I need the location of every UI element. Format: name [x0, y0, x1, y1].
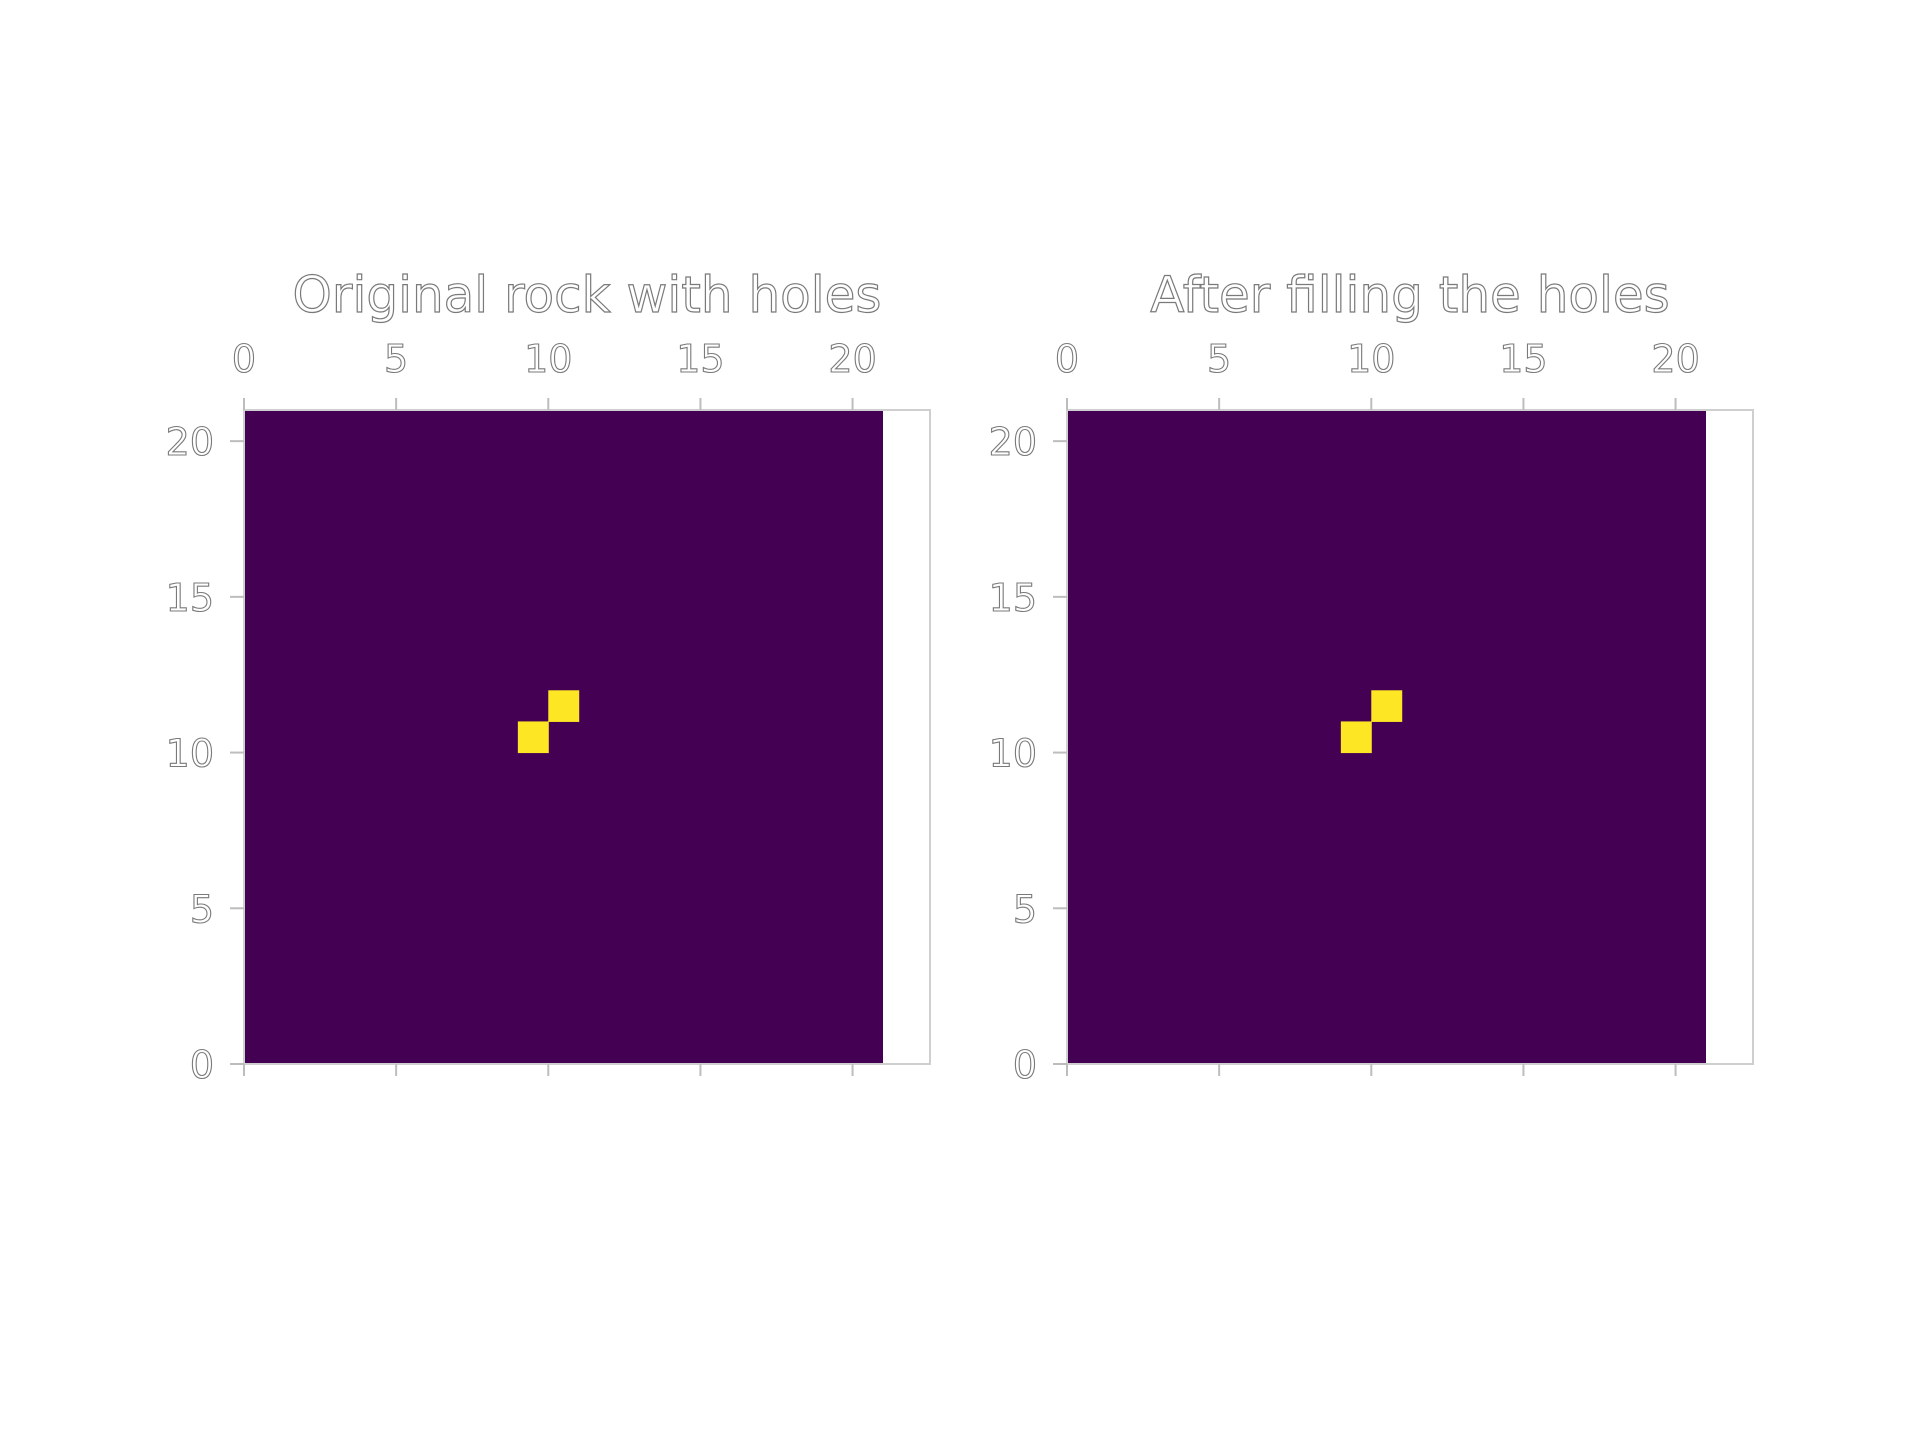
x-tick-label: 5: [384, 337, 408, 381]
hole-cell: [517, 721, 549, 754]
y-tick-label: 0: [190, 1043, 214, 1087]
y-tick-label: 10: [989, 732, 1037, 776]
x-tick-label: 15: [1499, 337, 1547, 381]
y-tick-label: 10: [166, 732, 214, 776]
x-tick-label: 0: [232, 337, 256, 381]
x-tick-label: 15: [676, 337, 724, 381]
x-tick-label: 20: [828, 337, 876, 381]
y-tick-label: 20: [989, 420, 1037, 464]
hole-cell: [1340, 721, 1372, 754]
panel-filled-rock: After filling the holes 0 5 10 15 20 0 5 10 15 20: [988, 265, 1754, 1088]
x-tick-label: 10: [1347, 337, 1395, 381]
rock-field: [245, 411, 883, 1063]
axes-frame: [243, 409, 931, 1065]
y-tick-label: 15: [989, 576, 1037, 620]
hole-cell: [548, 690, 580, 722]
x-tick-label: 5: [1207, 337, 1231, 381]
rock-field: [1068, 411, 1706, 1063]
panel-title-filled: After filling the holes: [1150, 266, 1669, 324]
y-tick-label: 5: [1013, 887, 1037, 931]
x-tick-label: 0: [1055, 337, 1079, 381]
axes-frame: [1066, 409, 1754, 1065]
y-tick-label: 20: [166, 420, 214, 464]
y-tick-label: 5: [190, 887, 214, 931]
panel-title-original: Original rock with holes: [293, 266, 882, 324]
x-tick-label: 20: [1651, 337, 1699, 381]
y-tick-label: 0: [1013, 1043, 1037, 1087]
x-tick-label: 10: [524, 337, 572, 381]
panel-original-rock: Original rock with holes 0 5 10 15 20 0 5 10 15 2…: [165, 265, 931, 1088]
y-tick-label: 15: [166, 576, 214, 620]
hole-cell: [1371, 690, 1403, 722]
